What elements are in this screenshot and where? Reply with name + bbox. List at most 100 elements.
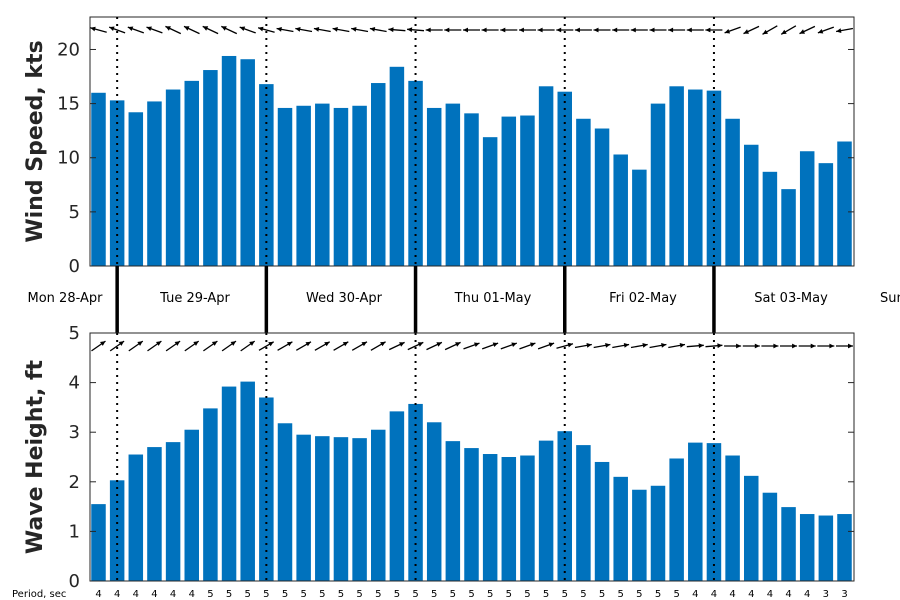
wave-direction-arrow bbox=[444, 341, 461, 351]
period-value: 5 bbox=[673, 589, 679, 600]
period-value: 5 bbox=[580, 589, 586, 600]
wave-bar bbox=[240, 381, 255, 581]
wave-arrow-head bbox=[792, 343, 797, 349]
wave-bar bbox=[482, 454, 498, 581]
wind-bar bbox=[669, 86, 684, 266]
period-value: 3 bbox=[823, 589, 829, 600]
wave-bar bbox=[706, 443, 722, 581]
wave-direction-arrow bbox=[798, 343, 816, 349]
wind-bar bbox=[520, 115, 535, 267]
wind-direction-arrow bbox=[686, 27, 704, 33]
wave-arrow-head bbox=[399, 342, 405, 347]
wind-bar bbox=[352, 105, 367, 267]
wind-direction-arrow bbox=[556, 27, 574, 33]
wave-bar bbox=[799, 514, 815, 581]
wind-bar bbox=[128, 112, 144, 267]
wind-arrow-head bbox=[276, 27, 282, 32]
wave-arrow-head bbox=[661, 343, 667, 348]
period-value: 4 bbox=[711, 589, 717, 600]
wind-bar bbox=[296, 105, 311, 267]
wind-direction-arrow bbox=[705, 27, 723, 33]
wind-direction-arrow bbox=[388, 27, 406, 33]
wind-bar bbox=[221, 55, 237, 266]
wind-ytick-label: 15 bbox=[57, 94, 80, 115]
wave-direction-arrow bbox=[221, 340, 237, 352]
wave-arrow-head bbox=[474, 342, 480, 347]
wind-ylabel: Wind Speed, kts bbox=[23, 40, 48, 242]
period-value: 4 bbox=[95, 589, 101, 600]
wind-bar bbox=[426, 107, 442, 266]
wind-direction-arrow bbox=[276, 27, 294, 33]
wave-bar bbox=[371, 429, 386, 581]
wave-bar bbox=[296, 434, 311, 581]
period-value: 5 bbox=[356, 589, 362, 600]
wave-direction-arrow bbox=[761, 343, 779, 349]
wind-direction-arrow bbox=[762, 25, 778, 35]
period-value: 5 bbox=[263, 589, 269, 600]
wind-bar bbox=[650, 103, 666, 266]
wave-bar bbox=[315, 436, 330, 581]
period-value: 5 bbox=[636, 589, 642, 600]
wave-arrow-head bbox=[642, 343, 648, 348]
day-label: Thu 01-May bbox=[454, 291, 532, 306]
wind-arrow-head bbox=[90, 26, 96, 32]
wave-bar bbox=[91, 504, 106, 581]
period-value: 5 bbox=[300, 589, 306, 600]
wave-direction-arrow bbox=[314, 341, 331, 351]
wind-ytick-label: 10 bbox=[57, 148, 80, 169]
wind-arrow-head bbox=[407, 27, 413, 33]
wave-arrow-head bbox=[810, 343, 816, 349]
wave-bar bbox=[594, 461, 610, 581]
wind-arrow-head bbox=[388, 27, 394, 33]
period-label: Period, sec bbox=[12, 589, 66, 600]
wave-arrow-head bbox=[436, 342, 442, 347]
wind-arrow-head bbox=[574, 27, 580, 33]
wave-direction-arrow bbox=[351, 341, 368, 351]
wind-bar bbox=[408, 80, 423, 267]
wave-direction-arrow bbox=[817, 343, 835, 349]
wave-direction-arrow bbox=[426, 341, 443, 351]
wind-arrow-head bbox=[762, 29, 768, 35]
wind-direction-arrow bbox=[537, 27, 555, 33]
wind-ytick-label: 5 bbox=[69, 202, 80, 223]
period-value: 4 bbox=[133, 589, 139, 600]
wave-bar bbox=[147, 447, 162, 581]
wind-arrow-head bbox=[593, 27, 599, 33]
wind-direction-arrow bbox=[463, 27, 480, 33]
wave-arrow-head bbox=[567, 342, 573, 348]
wave-arrow-head bbox=[848, 343, 853, 349]
wave-bar bbox=[128, 454, 144, 581]
wave-arrow-head bbox=[211, 341, 218, 346]
period-value: 5 bbox=[543, 589, 549, 600]
wave-direction-arrow bbox=[333, 341, 349, 351]
period-value: 4 bbox=[804, 589, 810, 600]
wind-bar bbox=[818, 163, 834, 266]
wave-bar bbox=[837, 514, 852, 581]
wave-bar bbox=[203, 408, 218, 581]
wave-direction-arrow bbox=[612, 343, 630, 349]
wave-direction-arrow bbox=[724, 343, 742, 349]
wind-bar bbox=[837, 141, 852, 266]
wave-direction-arrow bbox=[668, 343, 686, 349]
wind-bar bbox=[613, 154, 628, 266]
wind-bar bbox=[799, 151, 815, 266]
period-value: 5 bbox=[506, 589, 512, 600]
period-value: 5 bbox=[655, 589, 661, 600]
wave-bar bbox=[221, 386, 237, 581]
wind-direction-arrow bbox=[593, 27, 611, 33]
wave-direction-arrow bbox=[258, 341, 275, 351]
wave-bar bbox=[464, 448, 479, 581]
wave-arrow-head bbox=[417, 342, 424, 347]
period-value: 4 bbox=[748, 589, 754, 600]
wind-bar bbox=[632, 169, 647, 266]
wave-arrow-head bbox=[380, 341, 386, 347]
wind-direction-arrow bbox=[500, 27, 518, 33]
wind-arrow-head bbox=[781, 29, 787, 35]
wave-direction-arrow bbox=[295, 341, 312, 351]
wind-arrow-head bbox=[109, 26, 115, 31]
wave-direction-arrow bbox=[370, 341, 386, 351]
wind-direction-arrow bbox=[146, 26, 163, 34]
wind-direction-arrow bbox=[239, 26, 256, 34]
wave-arrow-head bbox=[736, 343, 742, 349]
wind-arrow-head bbox=[221, 26, 227, 31]
